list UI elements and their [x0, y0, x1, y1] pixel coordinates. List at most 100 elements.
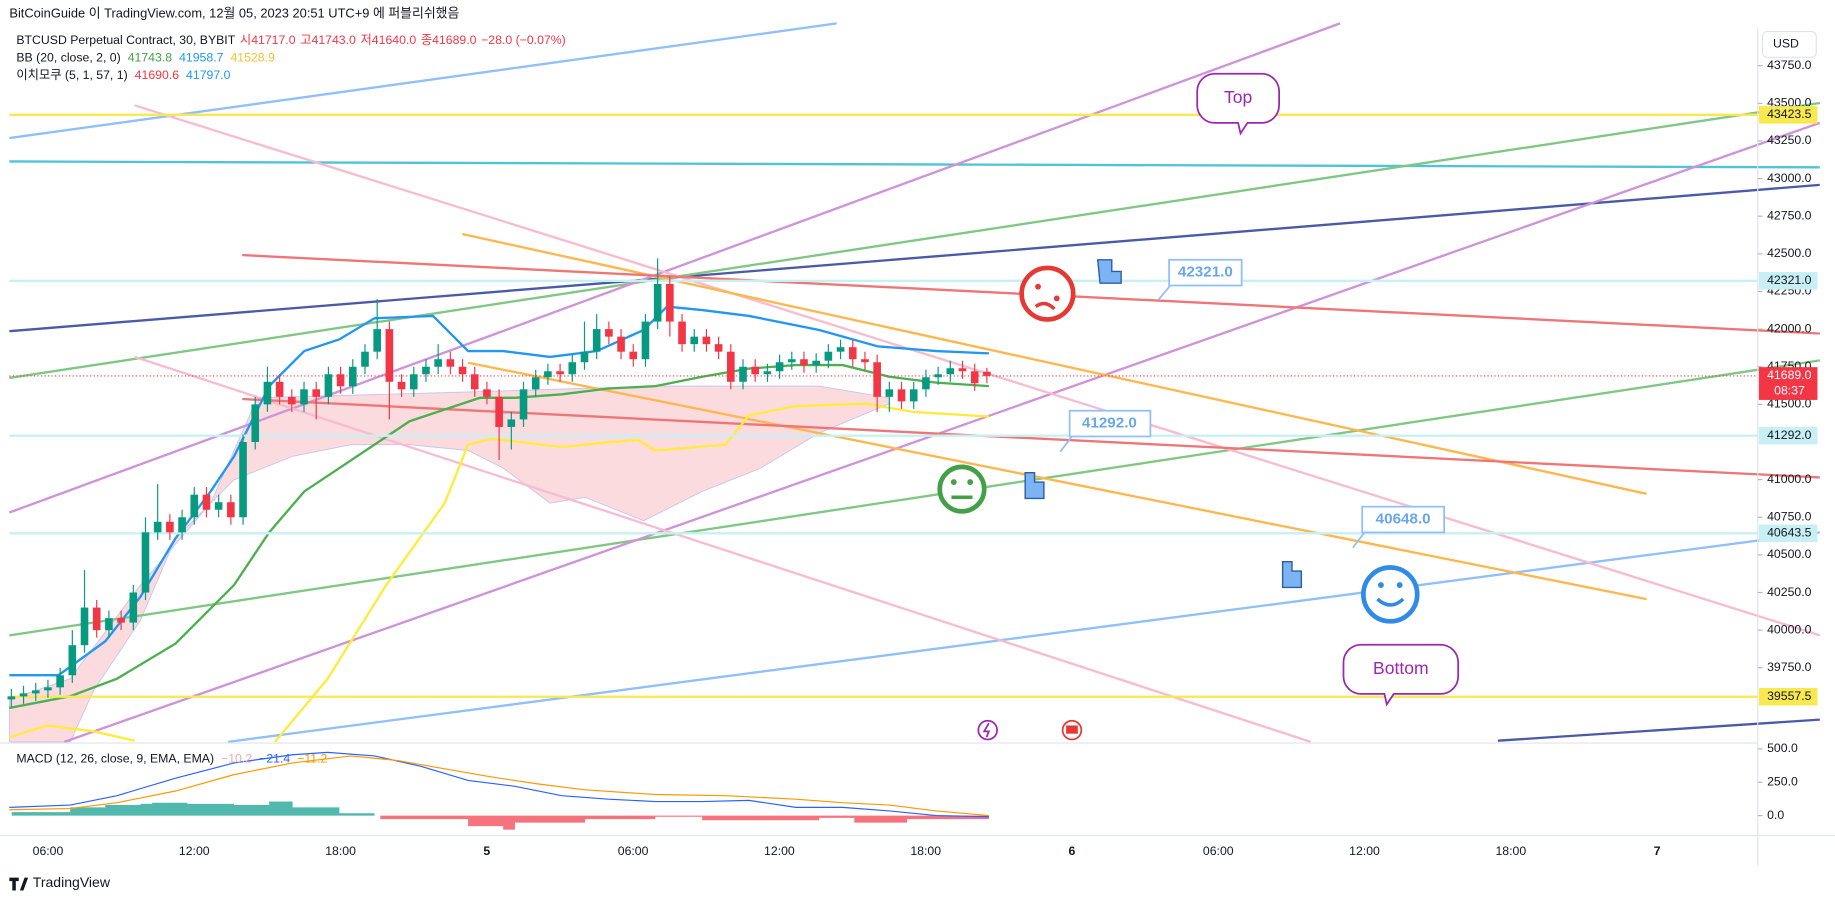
candle-body [56, 675, 64, 688]
macd-tick-label: 0.0 [1767, 808, 1784, 822]
candle-body [544, 371, 552, 378]
candle-body [605, 329, 613, 337]
candle-body [190, 494, 199, 518]
candle-body [7, 696, 16, 700]
price-label-bg [1758, 272, 1818, 290]
trend-line [9, 160, 1820, 169]
time-tick-label: 18:00 [325, 844, 356, 858]
callout-text: Bottom [1373, 658, 1429, 678]
trend-line [242, 397, 1820, 479]
trend-line [134, 355, 1312, 743]
candle-body [166, 521, 174, 533]
price-label: 41689.0 [1767, 368, 1812, 382]
legend-symbol: BTCUSD Perpetual Contract, 30, BYBIT 시417… [16, 33, 565, 47]
smile-face-icon [1361, 565, 1420, 624]
bb-lower [9, 724, 135, 742]
currency-label[interactable]: USD [1773, 37, 1799, 51]
candle-body [641, 321, 650, 360]
price-tick-label: 41500.0 [1767, 397, 1812, 411]
candle-body [714, 344, 723, 352]
callout-text: 42321.0 [1178, 264, 1233, 281]
ichimoku-name: 이치모쿠 (5, 1, 57, 1) [16, 68, 127, 82]
candle-body [507, 419, 516, 427]
candle-body [153, 521, 162, 533]
price-label: 41292.0 [1767, 428, 1812, 442]
time-tick-label: 06:00 [33, 844, 64, 858]
candle-body [373, 329, 381, 352]
countdown: 08:37 [1774, 383, 1805, 397]
price-tick-label: 40500.0 [1767, 547, 1812, 561]
price-tick-label: 42750.0 [1767, 208, 1812, 222]
callout-bottom: Bottom [1342, 643, 1460, 707]
time-axis: 06:00 12:00 18:00 5 06:00 12:00 18:00 6 06:00 12:… [33, 844, 1661, 858]
footer-logo: TradingView [9, 874, 111, 891]
price-label: 39557.5 [1767, 689, 1812, 703]
candle-body [690, 336, 699, 345]
macd-tick-label: 250.0 [1767, 774, 1798, 788]
trend-line [8, 22, 1341, 514]
macd-signal [9, 755, 989, 817]
candle-body [263, 381, 272, 405]
candle-body [214, 502, 223, 510]
macd-tick-label: 500.0 [1767, 741, 1798, 755]
hand-icons [1024, 259, 1303, 589]
macd-value: −11.2 [297, 752, 327, 766]
currency-button[interactable] [1761, 31, 1817, 58]
candle-body [836, 347, 845, 352]
ohlc: 종41689.0 [421, 33, 477, 47]
candle-body [909, 389, 918, 402]
candle-body [531, 377, 540, 390]
candle-body [483, 389, 491, 397]
candle-body [800, 359, 808, 366]
ohlc: 저41640.0 [361, 33, 417, 47]
time-tick-label: 18:00 [910, 844, 941, 858]
price-label: 42321.0 [1767, 273, 1812, 287]
candle-body [946, 368, 955, 375]
callout-top: Top [1196, 72, 1280, 136]
candle-body [312, 389, 321, 397]
time-tick-label: 12:00 [179, 844, 210, 858]
candle-body [824, 351, 833, 361]
candle-body [873, 362, 881, 397]
candle-body [751, 366, 760, 375]
time-tick-label: 7 [1654, 844, 1661, 858]
legend-ichimoku: 이치모쿠 (5, 1, 57, 1) 41690.6 41797.0 [16, 68, 230, 82]
candle-body [336, 374, 345, 387]
bb-value: 41958.7 [179, 51, 224, 65]
candle-body [470, 374, 479, 390]
trend-line [467, 361, 1647, 601]
candle-body [922, 377, 930, 390]
ohlc: 시41717.0 [240, 33, 296, 47]
candle-body [348, 366, 357, 387]
ohlc: 고41743.0 [300, 33, 356, 47]
candle-body [105, 618, 113, 631]
candle-body [141, 532, 150, 593]
candle-body [861, 359, 869, 363]
trend-line [63, 121, 1821, 743]
callout-text: 41292.0 [1082, 415, 1137, 432]
bb-name: BB (20, close, 2, 0) [16, 51, 120, 65]
callout-text: Top [1224, 87, 1253, 107]
trend-line [228, 531, 1820, 744]
neutral-face-icon [937, 464, 987, 514]
sad-face-icon [1019, 265, 1076, 322]
price-label-bg [1758, 426, 1818, 445]
price-label: 43423.5 [1767, 107, 1812, 121]
macd-line [9, 751, 989, 818]
candle-body [848, 347, 857, 360]
time-tick-label: 06:00 [1203, 844, 1234, 858]
candle-body [739, 366, 747, 382]
callout-price: 42321.0 [1157, 258, 1243, 301]
bb-upper [9, 305, 989, 677]
candle-body [775, 362, 784, 372]
bb-lower [274, 402, 989, 743]
time-tick-label: 5 [483, 844, 490, 858]
candle-body [300, 389, 308, 405]
candle-body [239, 442, 247, 518]
price-tick-label: 43750.0 [1767, 58, 1812, 72]
macd-histogram [11, 801, 375, 816]
candle-body [629, 351, 638, 360]
candle-body [117, 618, 125, 623]
candle-body [31, 690, 40, 694]
price-tick-label: 40250.0 [1767, 585, 1812, 599]
